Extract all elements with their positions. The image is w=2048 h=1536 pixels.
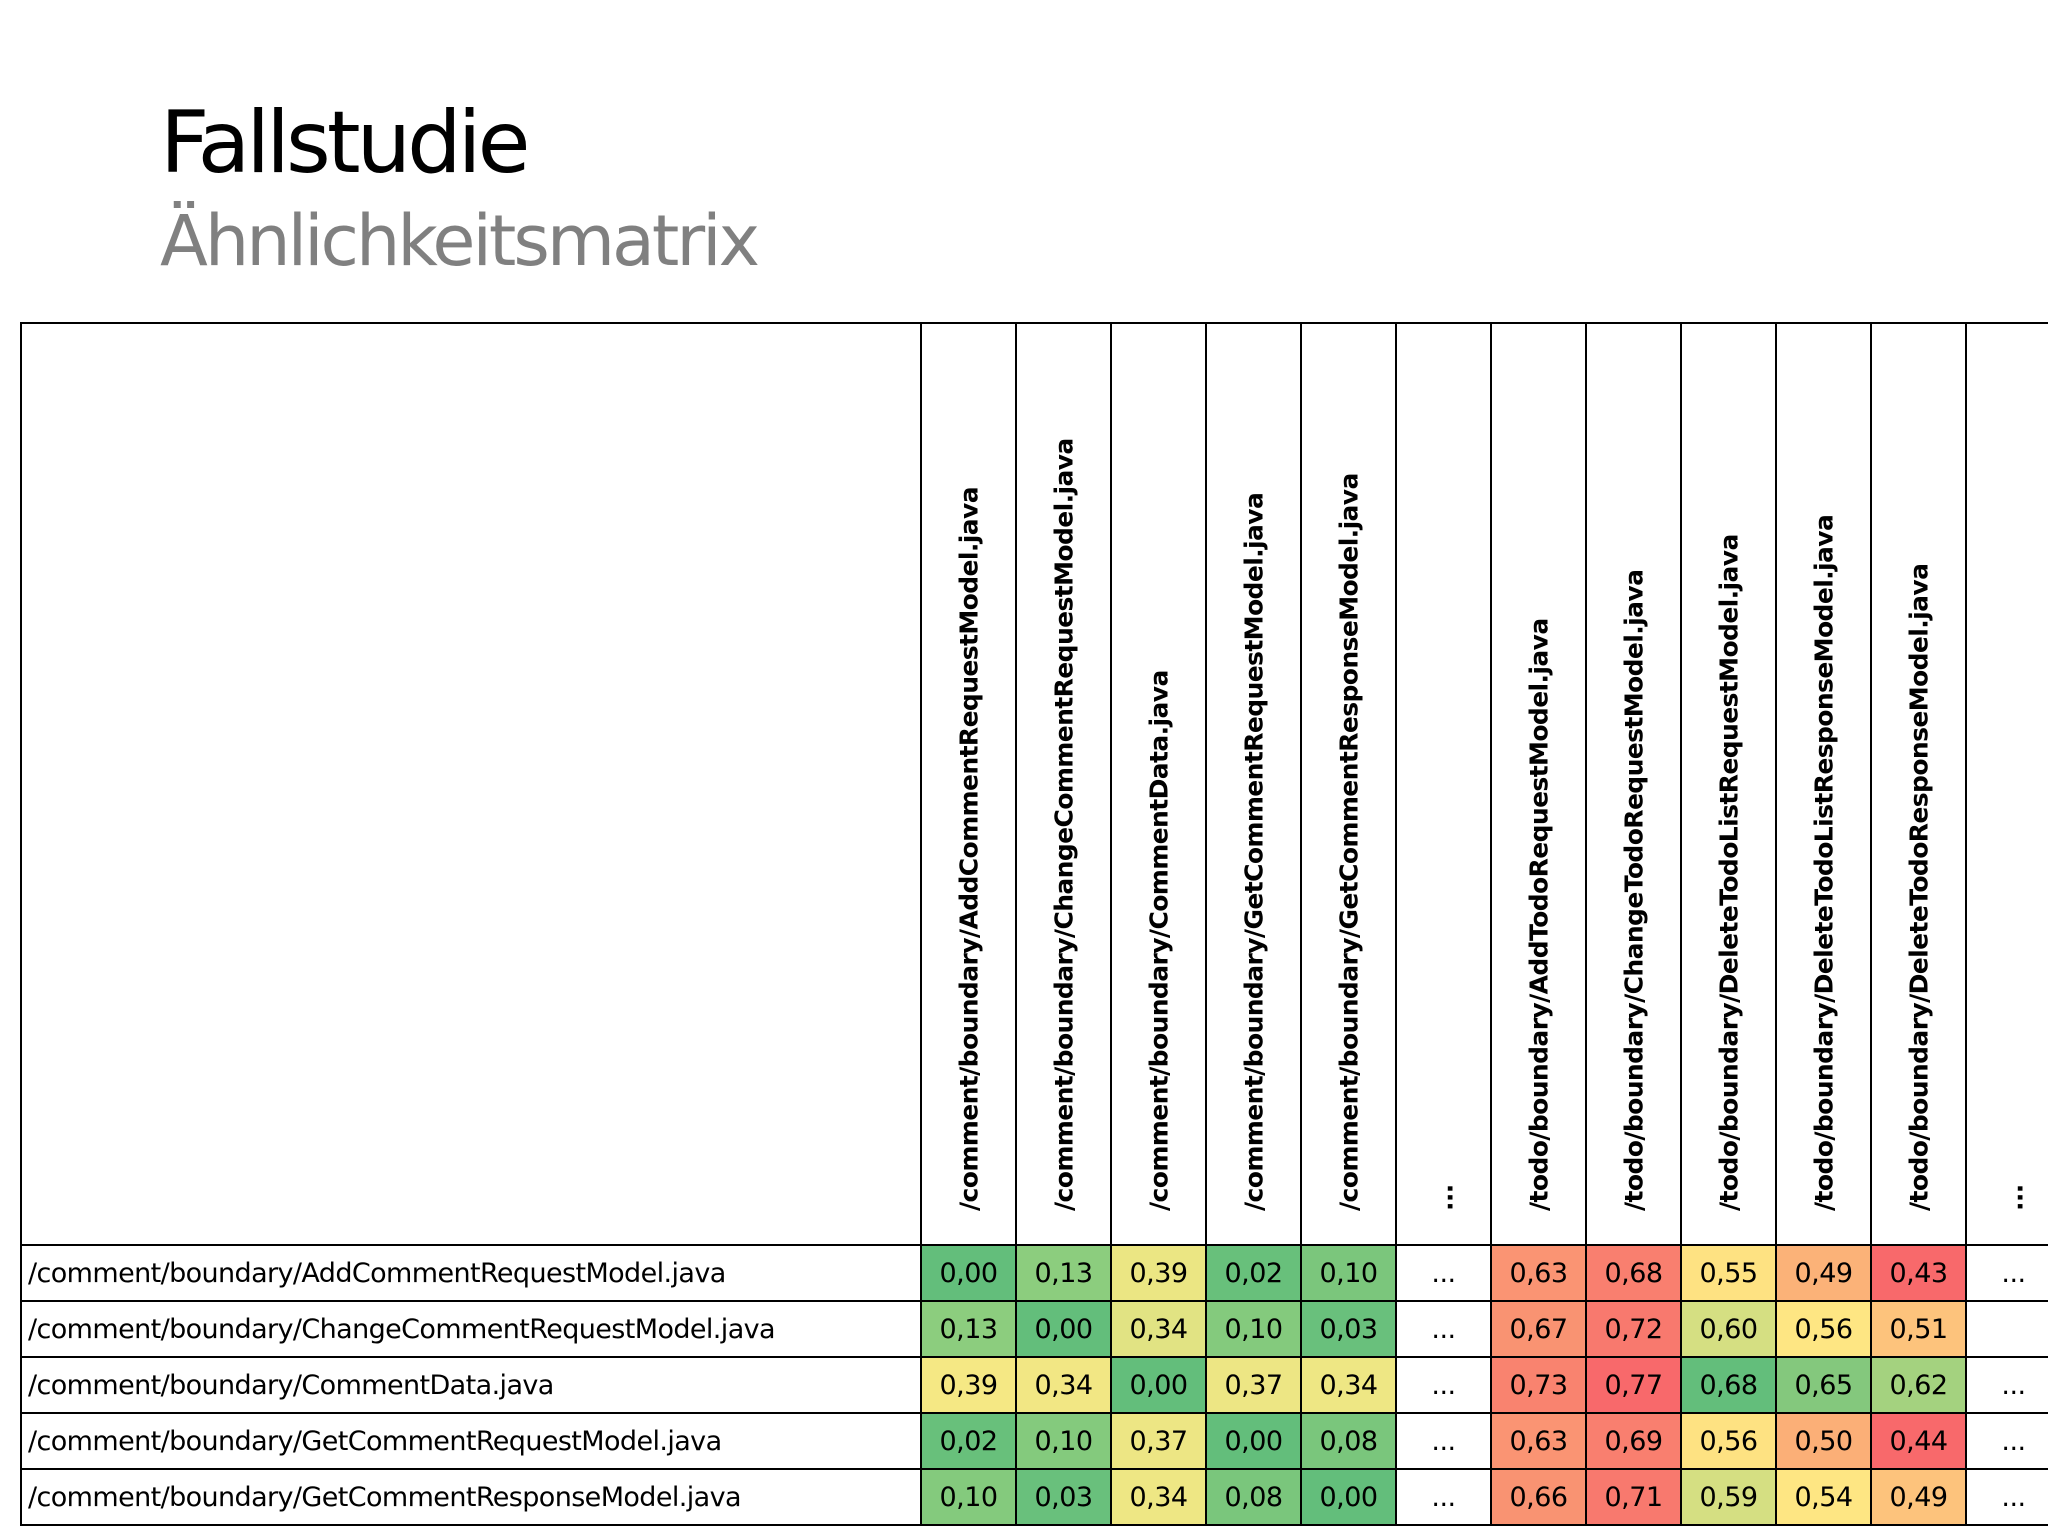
similarity-cell: 0,00 [1015,1300,1112,1358]
column-header-label: /comment/boundary/ChangeCommentRequestMo… [1049,438,1078,1211]
column-header-label: /todo/boundary/DeleteTodoListRequestMode… [1714,534,1743,1211]
ellipsis-cell: ... [1395,1412,1492,1470]
matrix-corner-cell [20,322,922,1246]
ellipsis-cell: ... [1395,1468,1492,1526]
column-header: /todo/boundary/DeleteTodoListResponseMod… [1775,322,1872,1246]
similarity-cell: 0,62 [1870,1356,1967,1414]
ellipsis-cell: ... [1965,1412,2048,1470]
similarity-cell: 0,00 [920,1244,1017,1302]
column-header-label: ... [1999,1184,2028,1211]
table-row: /comment/boundary/ChangeCommentRequestMo… [20,1300,2048,1358]
ellipsis-cell: ... [1965,1468,2048,1526]
column-header-label: /comment/boundary/GetCommentResponseMode… [1334,473,1363,1211]
table-row: /comment/boundary/AddCommentRequestModel… [20,1244,2048,1302]
similarity-cell: 0,34 [1110,1468,1207,1526]
similarity-cell: 0,00 [1300,1468,1397,1526]
column-header-label: /comment/boundary/GetCommentRequestModel… [1239,492,1268,1211]
similarity-cell: 0,50 [1775,1412,1872,1470]
ellipsis-cell: ... [1395,1356,1492,1414]
similarity-cell: 0,59 [1680,1468,1777,1526]
similarity-cell: 0,77 [1585,1356,1682,1414]
similarity-cell: 0,34 [1015,1356,1112,1414]
similarity-cell: 0,02 [1205,1244,1302,1302]
similarity-cell: 0,00 [1205,1412,1302,1470]
similarity-cell: 0,13 [920,1300,1017,1358]
similarity-cell: 0,03 [1015,1468,1112,1526]
similarity-cell: 0,34 [1110,1300,1207,1358]
column-header-label: /todo/boundary/AddTodoRequestModel.java [1524,618,1553,1211]
similarity-cell: 0,68 [1585,1244,1682,1302]
similarity-cell: 0,03 [1300,1300,1397,1358]
similarity-cell: 0,73 [1490,1356,1587,1414]
row-header-label: /comment/boundary/GetCommentResponseMode… [20,1468,922,1526]
similarity-matrix: /comment/boundary/AddCommentRequestModel… [20,322,2048,1526]
similarity-cell: 0,66 [1490,1468,1587,1526]
table-row: /comment/boundary/GetCommentResponseMode… [20,1468,2048,1526]
similarity-cell: 0,37 [1110,1412,1207,1470]
column-header-ellipsis: ... [1395,322,1492,1246]
similarity-cell: 0,10 [1205,1300,1302,1358]
column-header-label: /comment/boundary/AddCommentRequestModel… [954,487,983,1211]
similarity-cell: 0,56 [1775,1300,1872,1358]
similarity-cell: 0,39 [1110,1244,1207,1302]
column-header: /comment/boundary/GetCommentResponseMode… [1300,322,1397,1246]
similarity-cell: 0,37 [1205,1356,1302,1414]
matrix-header-row: /comment/boundary/AddCommentRequestModel… [20,322,2048,1246]
similarity-cell: 0,49 [1775,1244,1872,1302]
similarity-cell: 0,63 [1490,1244,1587,1302]
similarity-cell: 0,72 [1585,1300,1682,1358]
column-header-label: ... [1429,1184,1458,1211]
similarity-cell: 0,13 [1015,1244,1112,1302]
row-header-label: /comment/boundary/GetCommentRequestModel… [20,1412,922,1470]
column-header-label: /todo/boundary/ChangeTodoRequestModel.ja… [1619,569,1648,1211]
ellipsis-cell: ... [1965,1244,2048,1302]
similarity-cell: 0,43 [1870,1244,1967,1302]
column-header: /comment/boundary/AddCommentRequestModel… [920,322,1017,1246]
similarity-cell: 0,39 [920,1356,1017,1414]
similarity-cell: 0,69 [1585,1412,1682,1470]
column-header: /comment/boundary/CommentData.java [1110,322,1207,1246]
similarity-cell: 0,67 [1490,1300,1587,1358]
column-header: /comment/boundary/ChangeCommentRequestMo… [1015,322,1112,1246]
similarity-cell: 0,63 [1490,1412,1587,1470]
similarity-cell: 0,68 [1680,1356,1777,1414]
column-header: /todo/boundary/ChangeTodoRequestModel.ja… [1585,322,1682,1246]
similarity-cell: 0,02 [920,1412,1017,1470]
similarity-cell: 0,49 [1870,1468,1967,1526]
column-header: /comment/boundary/GetCommentRequestModel… [1205,322,1302,1246]
row-header-label: /comment/boundary/ChangeCommentRequestMo… [20,1300,922,1358]
similarity-cell: 0,51 [1870,1300,1967,1358]
similarity-cell: 0,10 [920,1468,1017,1526]
column-header-ellipsis: ... [1965,322,2048,1246]
matrix-body: /comment/boundary/AddCommentRequestModel… [20,1244,2048,1526]
similarity-cell: 0,44 [1870,1412,1967,1470]
similarity-cell: 0,60 [1680,1300,1777,1358]
similarity-cell: 0,65 [1775,1356,1872,1414]
similarity-cell: 0,08 [1300,1412,1397,1470]
ellipsis-cell: ... [1395,1300,1492,1358]
similarity-cell: 0,10 [1300,1244,1397,1302]
slide-title: Fallstudie [160,93,530,193]
column-header: /todo/boundary/DeleteTodoResponseModel.j… [1870,322,1967,1246]
similarity-cell: 0,08 [1205,1468,1302,1526]
similarity-cell: 0,34 [1300,1356,1397,1414]
column-header-label: /todo/boundary/DeleteTodoListResponseMod… [1809,514,1838,1211]
similarity-cell: 0,00 [1110,1356,1207,1414]
table-row: /comment/boundary/GetCommentRequestModel… [20,1412,2048,1470]
column-header: /todo/boundary/DeleteTodoListRequestMode… [1680,322,1777,1246]
ellipsis-cell: ... [1965,1356,2048,1414]
row-header-label: /comment/boundary/CommentData.java [20,1356,922,1414]
column-header: /todo/boundary/AddTodoRequestModel.java [1490,322,1587,1246]
similarity-cell: 0,55 [1680,1244,1777,1302]
similarity-cell: 0,54 [1775,1468,1872,1526]
column-header-label: /comment/boundary/CommentData.java [1144,670,1173,1211]
slide-subtitle: Ähnlichkeitsmatrix [160,200,760,282]
ellipsis-cell: ... [1395,1244,1492,1302]
table-row: /comment/boundary/CommentData.java 0,39 0,… [20,1356,2048,1414]
row-header-label: /comment/boundary/AddCommentRequestModel… [20,1244,922,1302]
column-header-label: /todo/boundary/DeleteTodoResponseModel.j… [1904,563,1933,1211]
similarity-cell: 0,10 [1015,1412,1112,1470]
similarity-cell: 0,71 [1585,1468,1682,1526]
similarity-cell: 0,56 [1680,1412,1777,1470]
